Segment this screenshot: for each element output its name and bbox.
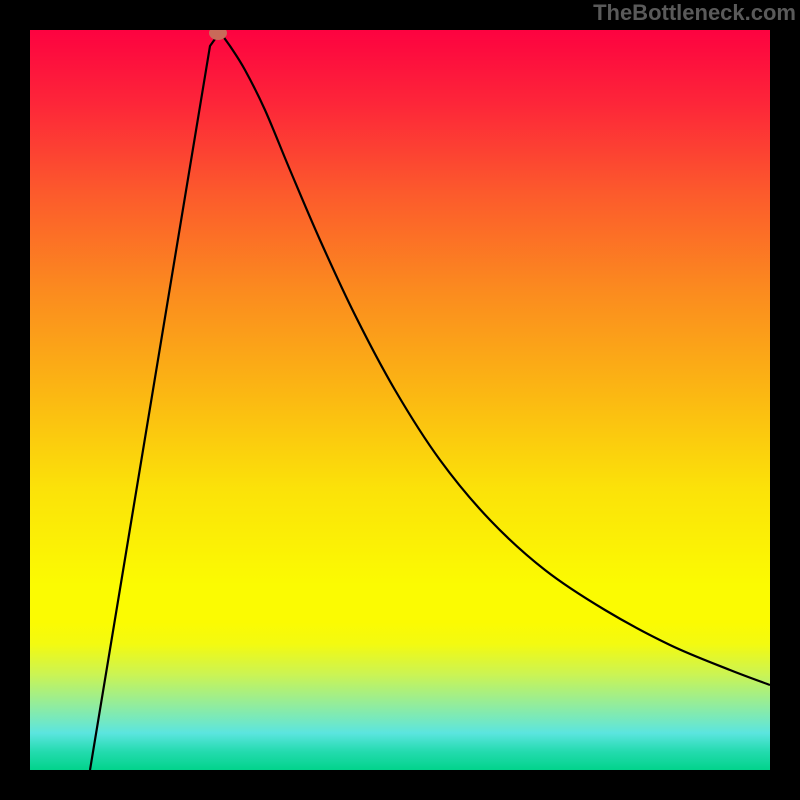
chart-svg <box>30 30 770 770</box>
chart-frame: TheBottleneck.com <box>0 0 800 800</box>
chart-plot-area <box>30 30 770 770</box>
watermark-text: TheBottleneck.com <box>593 0 796 26</box>
